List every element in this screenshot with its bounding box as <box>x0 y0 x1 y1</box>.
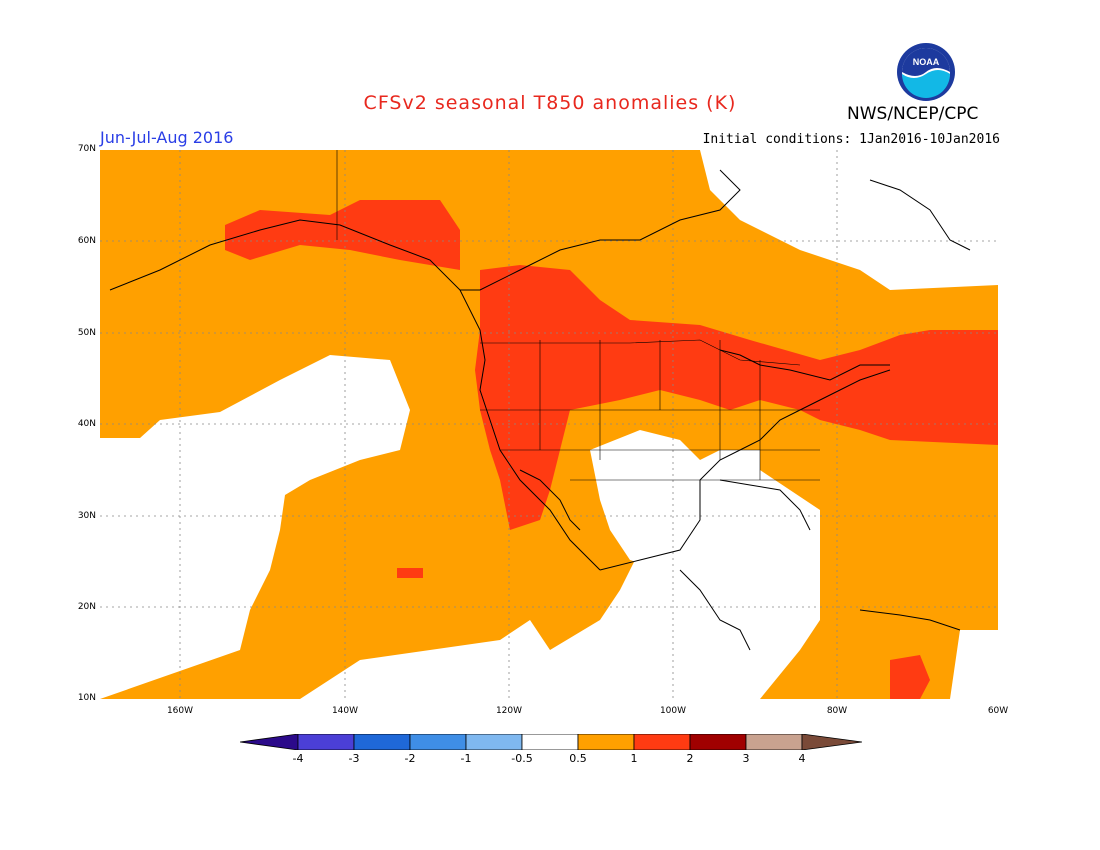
mexico-neutral <box>590 430 760 570</box>
colorbar-label: -2 <box>404 752 416 765</box>
colorbar-label: 4 <box>798 752 806 765</box>
colorbar-bin <box>689 734 747 750</box>
lon-label-140w: 140W <box>331 706 359 716</box>
colorbar-bin <box>521 734 579 750</box>
colorbar-upper-arrow <box>801 734 862 750</box>
colorbar-bin <box>577 734 635 750</box>
colorbar-label: -1 <box>460 752 472 765</box>
colorbar-label: -3 <box>348 752 360 765</box>
initial-conditions-label: Initial conditions: 1Jan2016-10Jan2016 <box>702 132 1000 147</box>
colorbar-label: 1 <box>630 752 638 765</box>
map-title: CFSv2 seasonal T850 anomalies (K) <box>363 92 737 114</box>
colorbar-bin <box>633 734 691 750</box>
lat-label-70n: 70N <box>77 144 96 154</box>
lon-label-160w: 160W <box>166 706 194 716</box>
graticule <box>100 150 998 699</box>
colorbar-bin <box>297 734 355 750</box>
agency-label: NWS/NCEP/CPC <box>847 104 979 124</box>
lon-label-100w: 100W <box>659 706 687 716</box>
lat-label-10n: 10N <box>77 693 96 703</box>
caribbean-neutral <box>950 630 998 699</box>
anomaly-map <box>100 150 998 699</box>
colorbar-bin <box>409 734 467 750</box>
colorbar-label: -4 <box>292 752 304 765</box>
colorbar-lower-arrow <box>240 734 299 750</box>
state-borders <box>336 150 820 481</box>
pacific-warm-patch <box>397 568 423 578</box>
colorbar-label: 2 <box>686 752 694 765</box>
lat-label-20n: 20N <box>77 602 96 612</box>
noaa-logo-icon: NOAA <box>897 43 955 101</box>
lon-label-60w: 60W <box>987 706 1009 716</box>
lon-label-120w: 120W <box>495 706 523 716</box>
coastlines <box>109 169 971 651</box>
lat-label-40n: 40N <box>77 419 96 429</box>
colorbar <box>240 734 862 750</box>
colorbar-bin <box>465 734 523 750</box>
colorbar-bin <box>745 734 803 750</box>
caribbean-warm-patch <box>890 655 930 699</box>
lon-label-80w: 80W <box>826 706 848 716</box>
lat-label-50n: 50N <box>77 328 96 338</box>
svg-text:NOAA: NOAA <box>913 57 940 67</box>
colorbar-bin <box>353 734 411 750</box>
colorbar-label: 0.5 <box>569 752 587 765</box>
pacific-neutral-region <box>100 355 410 699</box>
colorbar-label: 3 <box>742 752 750 765</box>
lat-label-30n: 30N <box>77 511 96 521</box>
lat-label-60n: 60N <box>77 236 96 246</box>
colorbar-label: -0.5 <box>511 752 533 765</box>
alaska-warm-region <box>225 200 460 270</box>
continental-warm-region <box>475 265 998 530</box>
arctic-neutral <box>700 150 998 290</box>
season-label: Jun-Jul-Aug 2016 <box>100 128 234 147</box>
